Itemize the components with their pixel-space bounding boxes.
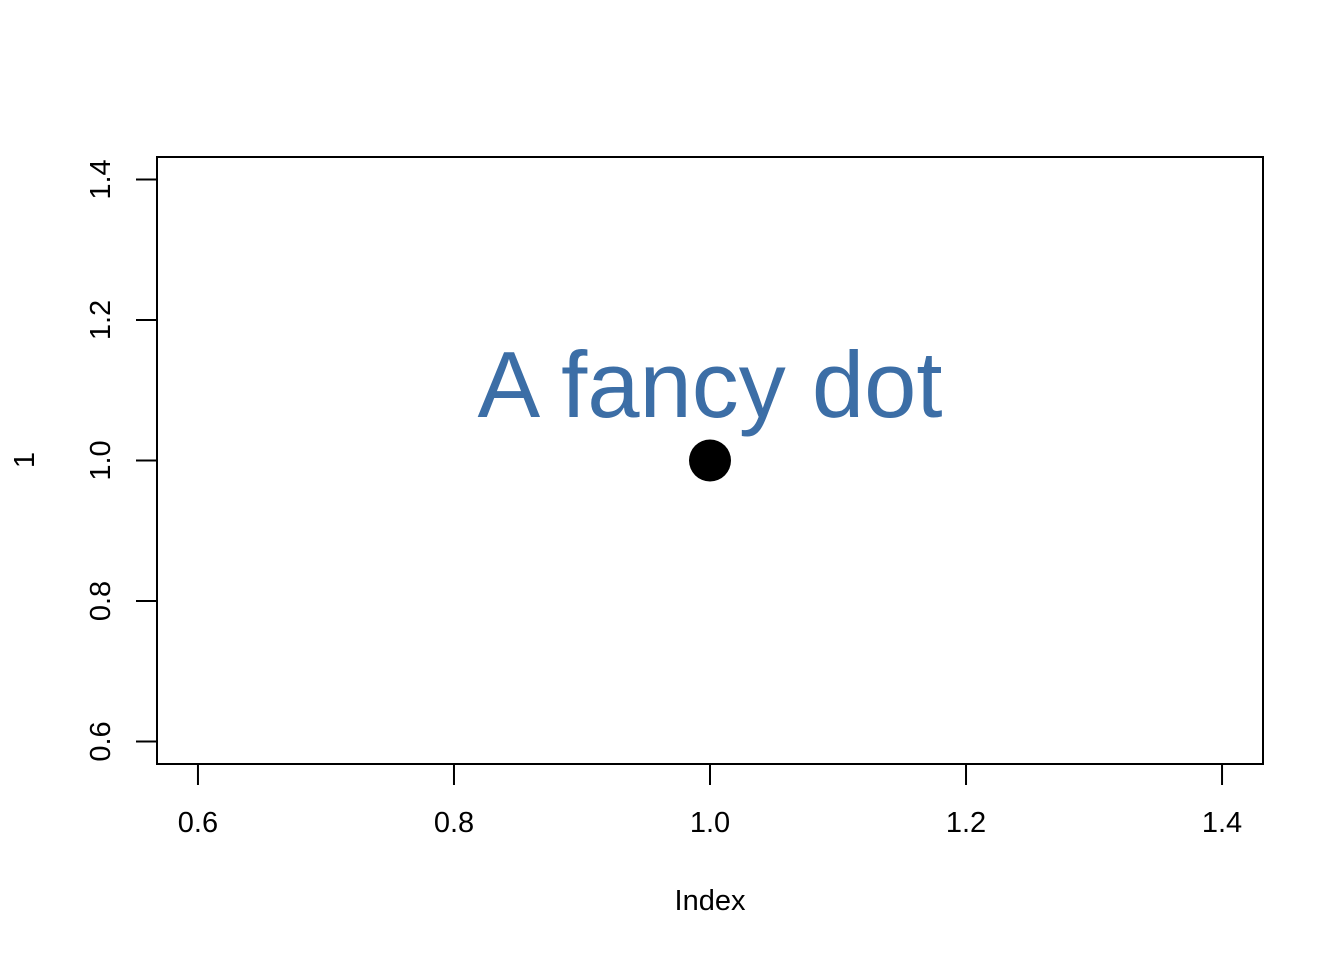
x-tick-label: 1.2 xyxy=(946,807,986,839)
x-tick-label: 1.4 xyxy=(1202,807,1242,839)
x-axis: 0.6 0.8 1.0 1.2 1.4 xyxy=(178,763,1242,839)
x-tick-label: 1.0 xyxy=(690,807,730,839)
annotation-label: A fancy dot xyxy=(477,332,942,437)
y-tick-label: 1.0 xyxy=(85,440,117,480)
y-tick-label: 0.8 xyxy=(85,581,117,621)
x-tick-label: 0.6 xyxy=(178,807,218,839)
annotation-layer: A fancy dot xyxy=(477,332,942,437)
x-tick-label: 0.8 xyxy=(434,807,474,839)
y-tick-label: 1.4 xyxy=(85,159,117,199)
y-axis-title: 1 xyxy=(9,452,41,468)
y-tick-label: 0.6 xyxy=(85,721,117,761)
data-point xyxy=(689,439,731,482)
y-tick-label: 1.2 xyxy=(85,300,117,340)
points-layer xyxy=(689,439,731,482)
x-axis-title: Index xyxy=(675,885,746,917)
y-axis: 0.6 0.8 1.0 1.2 1.4 xyxy=(85,159,158,762)
